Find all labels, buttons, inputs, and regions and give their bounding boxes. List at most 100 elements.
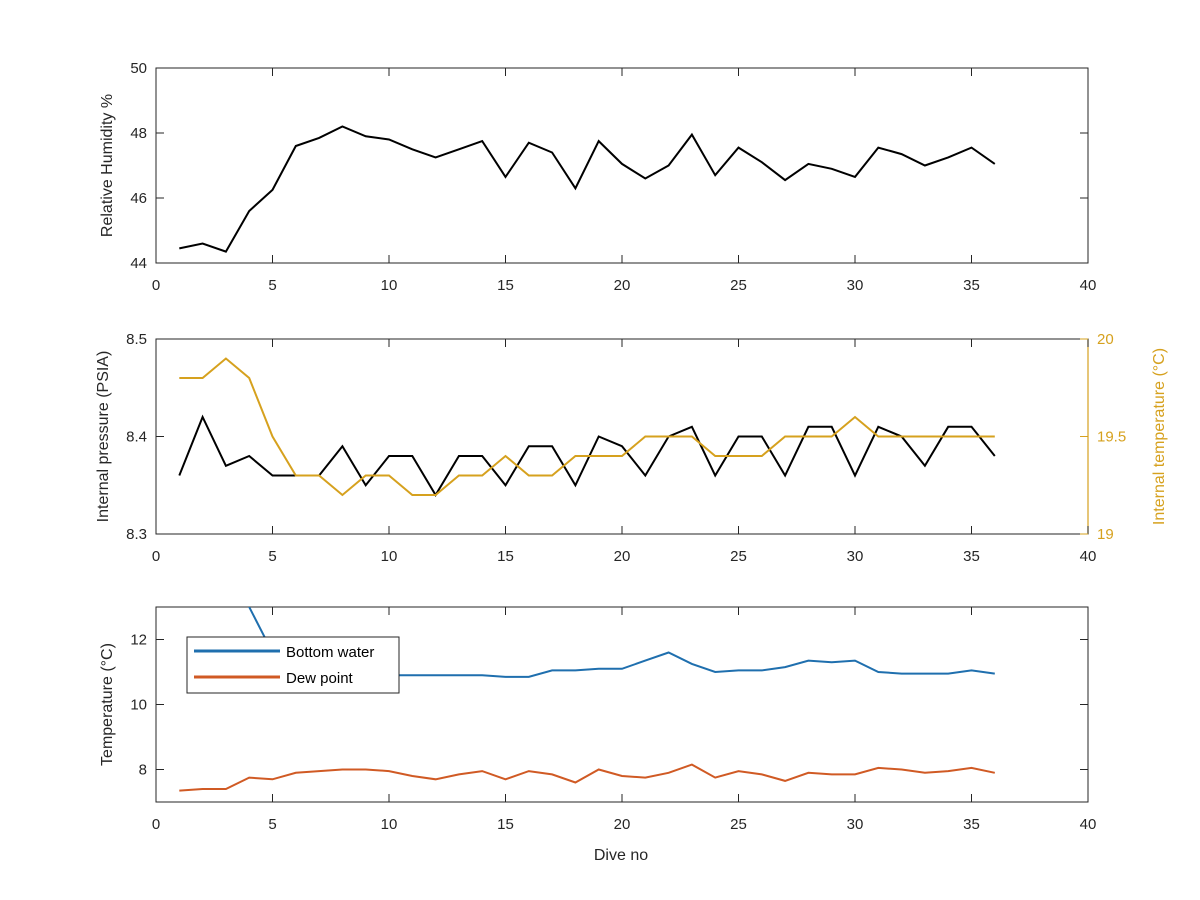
- series-0-point: [248, 455, 250, 457]
- series-0-point: [924, 165, 926, 167]
- series-0-point: [854, 475, 856, 477]
- series-0-point: [179, 248, 181, 250]
- x-tick-label: 35: [963, 277, 980, 294]
- series-0-point: [878, 426, 880, 428]
- x-tick-label: 40: [1080, 548, 1097, 565]
- series-0-point: [738, 436, 740, 438]
- x-tick-label: 15: [497, 816, 514, 833]
- bottom-water-point: [738, 670, 740, 672]
- series-0-point: [714, 174, 716, 176]
- legend-label-bottom-water: Bottom water: [286, 644, 374, 661]
- series-0-point: [248, 210, 250, 212]
- series-0-point: [272, 189, 274, 191]
- series-0-point: [971, 426, 973, 428]
- y-tick-label: 46: [130, 190, 147, 207]
- dew-point-point: [481, 770, 483, 772]
- series-0-point: [784, 179, 786, 181]
- series-0-point: [994, 455, 996, 457]
- series-0-point: [272, 475, 274, 477]
- series-0-point: [388, 139, 390, 141]
- series-0-point: [808, 426, 810, 428]
- dew-point-point: [901, 769, 903, 771]
- series-1-point: [645, 436, 647, 438]
- bottom-water-point: [598, 668, 600, 670]
- bottom-water-point: [878, 671, 880, 673]
- series-1-line: [179, 357, 995, 497]
- x-tick-label: 20: [614, 277, 631, 294]
- dew-point-point: [738, 770, 740, 772]
- series-0-point: [342, 445, 344, 447]
- y-tick-label: 8.3: [126, 526, 147, 543]
- series-1-point: [225, 358, 227, 360]
- x-tick-label: 30: [847, 548, 864, 565]
- dew-point-point: [412, 775, 414, 777]
- series-1-point: [924, 436, 926, 438]
- dew-point-point: [179, 790, 181, 792]
- dew-point-point: [435, 778, 437, 780]
- dew-point-point: [365, 769, 367, 771]
- series-0-point: [924, 465, 926, 467]
- bottom-water-point: [808, 660, 810, 662]
- series-0-point: [528, 445, 530, 447]
- dew-point-point: [924, 772, 926, 774]
- dew-point-point: [458, 774, 460, 776]
- temperature-x-ticks: 0 5 10 15 20 25 30 35 40: [152, 607, 1096, 833]
- series-0-point: [412, 148, 414, 150]
- bottom-water-point: [901, 673, 903, 675]
- series-0-point: [761, 436, 763, 438]
- pressure-x-ticks: 0 5 10 15 20 25 30 35 40: [152, 339, 1097, 565]
- dew-point-point: [691, 764, 693, 766]
- series-0-point: [668, 165, 670, 167]
- bottom-water-point: [924, 673, 926, 675]
- bottom-water-point: [971, 670, 973, 672]
- series-0-point: [179, 475, 181, 477]
- series-0-point: [994, 163, 996, 165]
- series-1-point: [971, 436, 973, 438]
- series-0-point: [481, 455, 483, 457]
- series-1-point: [458, 475, 460, 477]
- dew-point-point: [645, 777, 647, 779]
- series-1-point: [342, 494, 344, 496]
- series-0-point: [412, 455, 414, 457]
- bottom-water-point: [831, 661, 833, 663]
- series-0-point: [505, 176, 507, 178]
- series-1-point: [691, 436, 693, 438]
- bottom-water-point: [481, 674, 483, 676]
- x-tick-label: 35: [963, 816, 980, 833]
- series-1-point: [994, 436, 996, 438]
- series-1-point: [714, 455, 716, 457]
- x-tick-label: 20: [614, 548, 631, 565]
- bottom-water-point: [505, 676, 507, 678]
- dew-point-point: [854, 774, 856, 776]
- bottom-water-point: [528, 676, 530, 678]
- y-tick-label: 50: [130, 60, 147, 77]
- x-tick-label: 5: [268, 277, 276, 294]
- bottom-water-point: [225, 541, 227, 543]
- internal-temperature-y-axis-label: Internal temperature (°C): [1151, 348, 1168, 525]
- y-tick-label: 48: [130, 125, 147, 142]
- dew-point-point: [318, 770, 320, 772]
- y2-tick-label: 19: [1097, 526, 1114, 543]
- dew-point-point: [225, 788, 227, 790]
- dew-point-point: [994, 772, 996, 774]
- x-tick-label: 15: [497, 548, 514, 565]
- series-0-point: [388, 455, 390, 457]
- series-1-point: [365, 475, 367, 477]
- series-1-point: [947, 436, 949, 438]
- series-0-point: [645, 178, 647, 180]
- series-1-point: [248, 377, 250, 379]
- dew-point-point: [761, 774, 763, 776]
- series-0-point: [947, 426, 949, 428]
- series-0-point: [202, 243, 204, 245]
- x-tick-label: 15: [497, 277, 514, 294]
- dew-point-point: [971, 767, 973, 769]
- dew-point-point: [947, 770, 949, 772]
- series-0-point: [901, 153, 903, 155]
- series-1-point: [318, 475, 320, 477]
- temperature-y-ticks: 8 10 12: [130, 632, 1088, 779]
- bottom-water-point: [714, 671, 716, 673]
- dew-point-point: [505, 778, 507, 780]
- y-tick-label: 44: [130, 255, 147, 272]
- dew-point-line: [179, 763, 996, 792]
